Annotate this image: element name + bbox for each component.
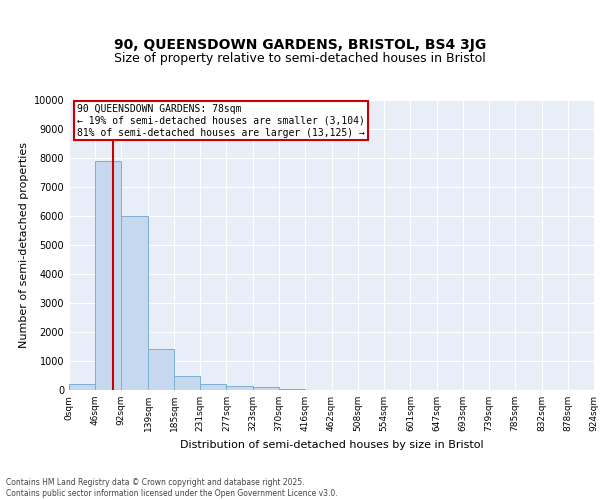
Bar — [148, 350, 174, 390]
Bar — [253, 387, 279, 390]
Bar — [95, 161, 121, 390]
Text: Size of property relative to semi-detached houses in Bristol: Size of property relative to semi-detach… — [114, 52, 486, 65]
Y-axis label: Number of semi-detached properties: Number of semi-detached properties — [19, 142, 29, 348]
Bar — [69, 384, 95, 390]
Bar — [174, 376, 200, 390]
X-axis label: Distribution of semi-detached houses by size in Bristol: Distribution of semi-detached houses by … — [179, 440, 484, 450]
Bar — [200, 384, 226, 390]
Bar — [279, 388, 305, 390]
Text: 90, QUEENSDOWN GARDENS, BRISTOL, BS4 3JG: 90, QUEENSDOWN GARDENS, BRISTOL, BS4 3JG — [114, 38, 486, 52]
Text: Contains HM Land Registry data © Crown copyright and database right 2025.
Contai: Contains HM Land Registry data © Crown c… — [6, 478, 338, 498]
Bar — [226, 386, 253, 390]
Bar — [121, 216, 148, 390]
Text: 90 QUEENSDOWN GARDENS: 78sqm
← 19% of semi-detached houses are smaller (3,104)
8: 90 QUEENSDOWN GARDENS: 78sqm ← 19% of se… — [77, 104, 365, 138]
